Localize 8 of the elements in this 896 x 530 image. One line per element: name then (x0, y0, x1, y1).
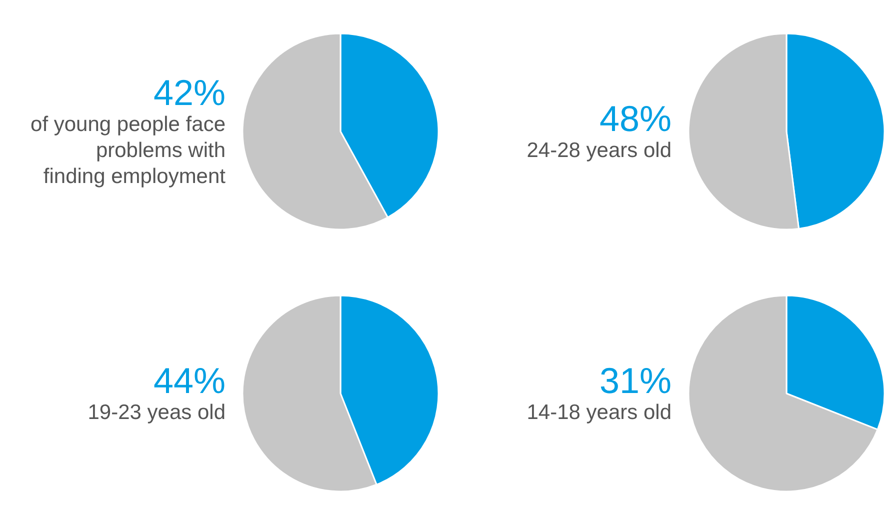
text: 42% (153, 72, 226, 113)
text: of young people face problems with finding employment (30, 113, 226, 188)
text: 19-23 yeas old (88, 401, 226, 424)
text: 14-18 years old (526, 401, 672, 424)
text: 48% (599, 98, 672, 139)
text: 24-28 years old (526, 139, 672, 162)
text: 31% (599, 360, 672, 401)
text: 44% (153, 360, 226, 401)
